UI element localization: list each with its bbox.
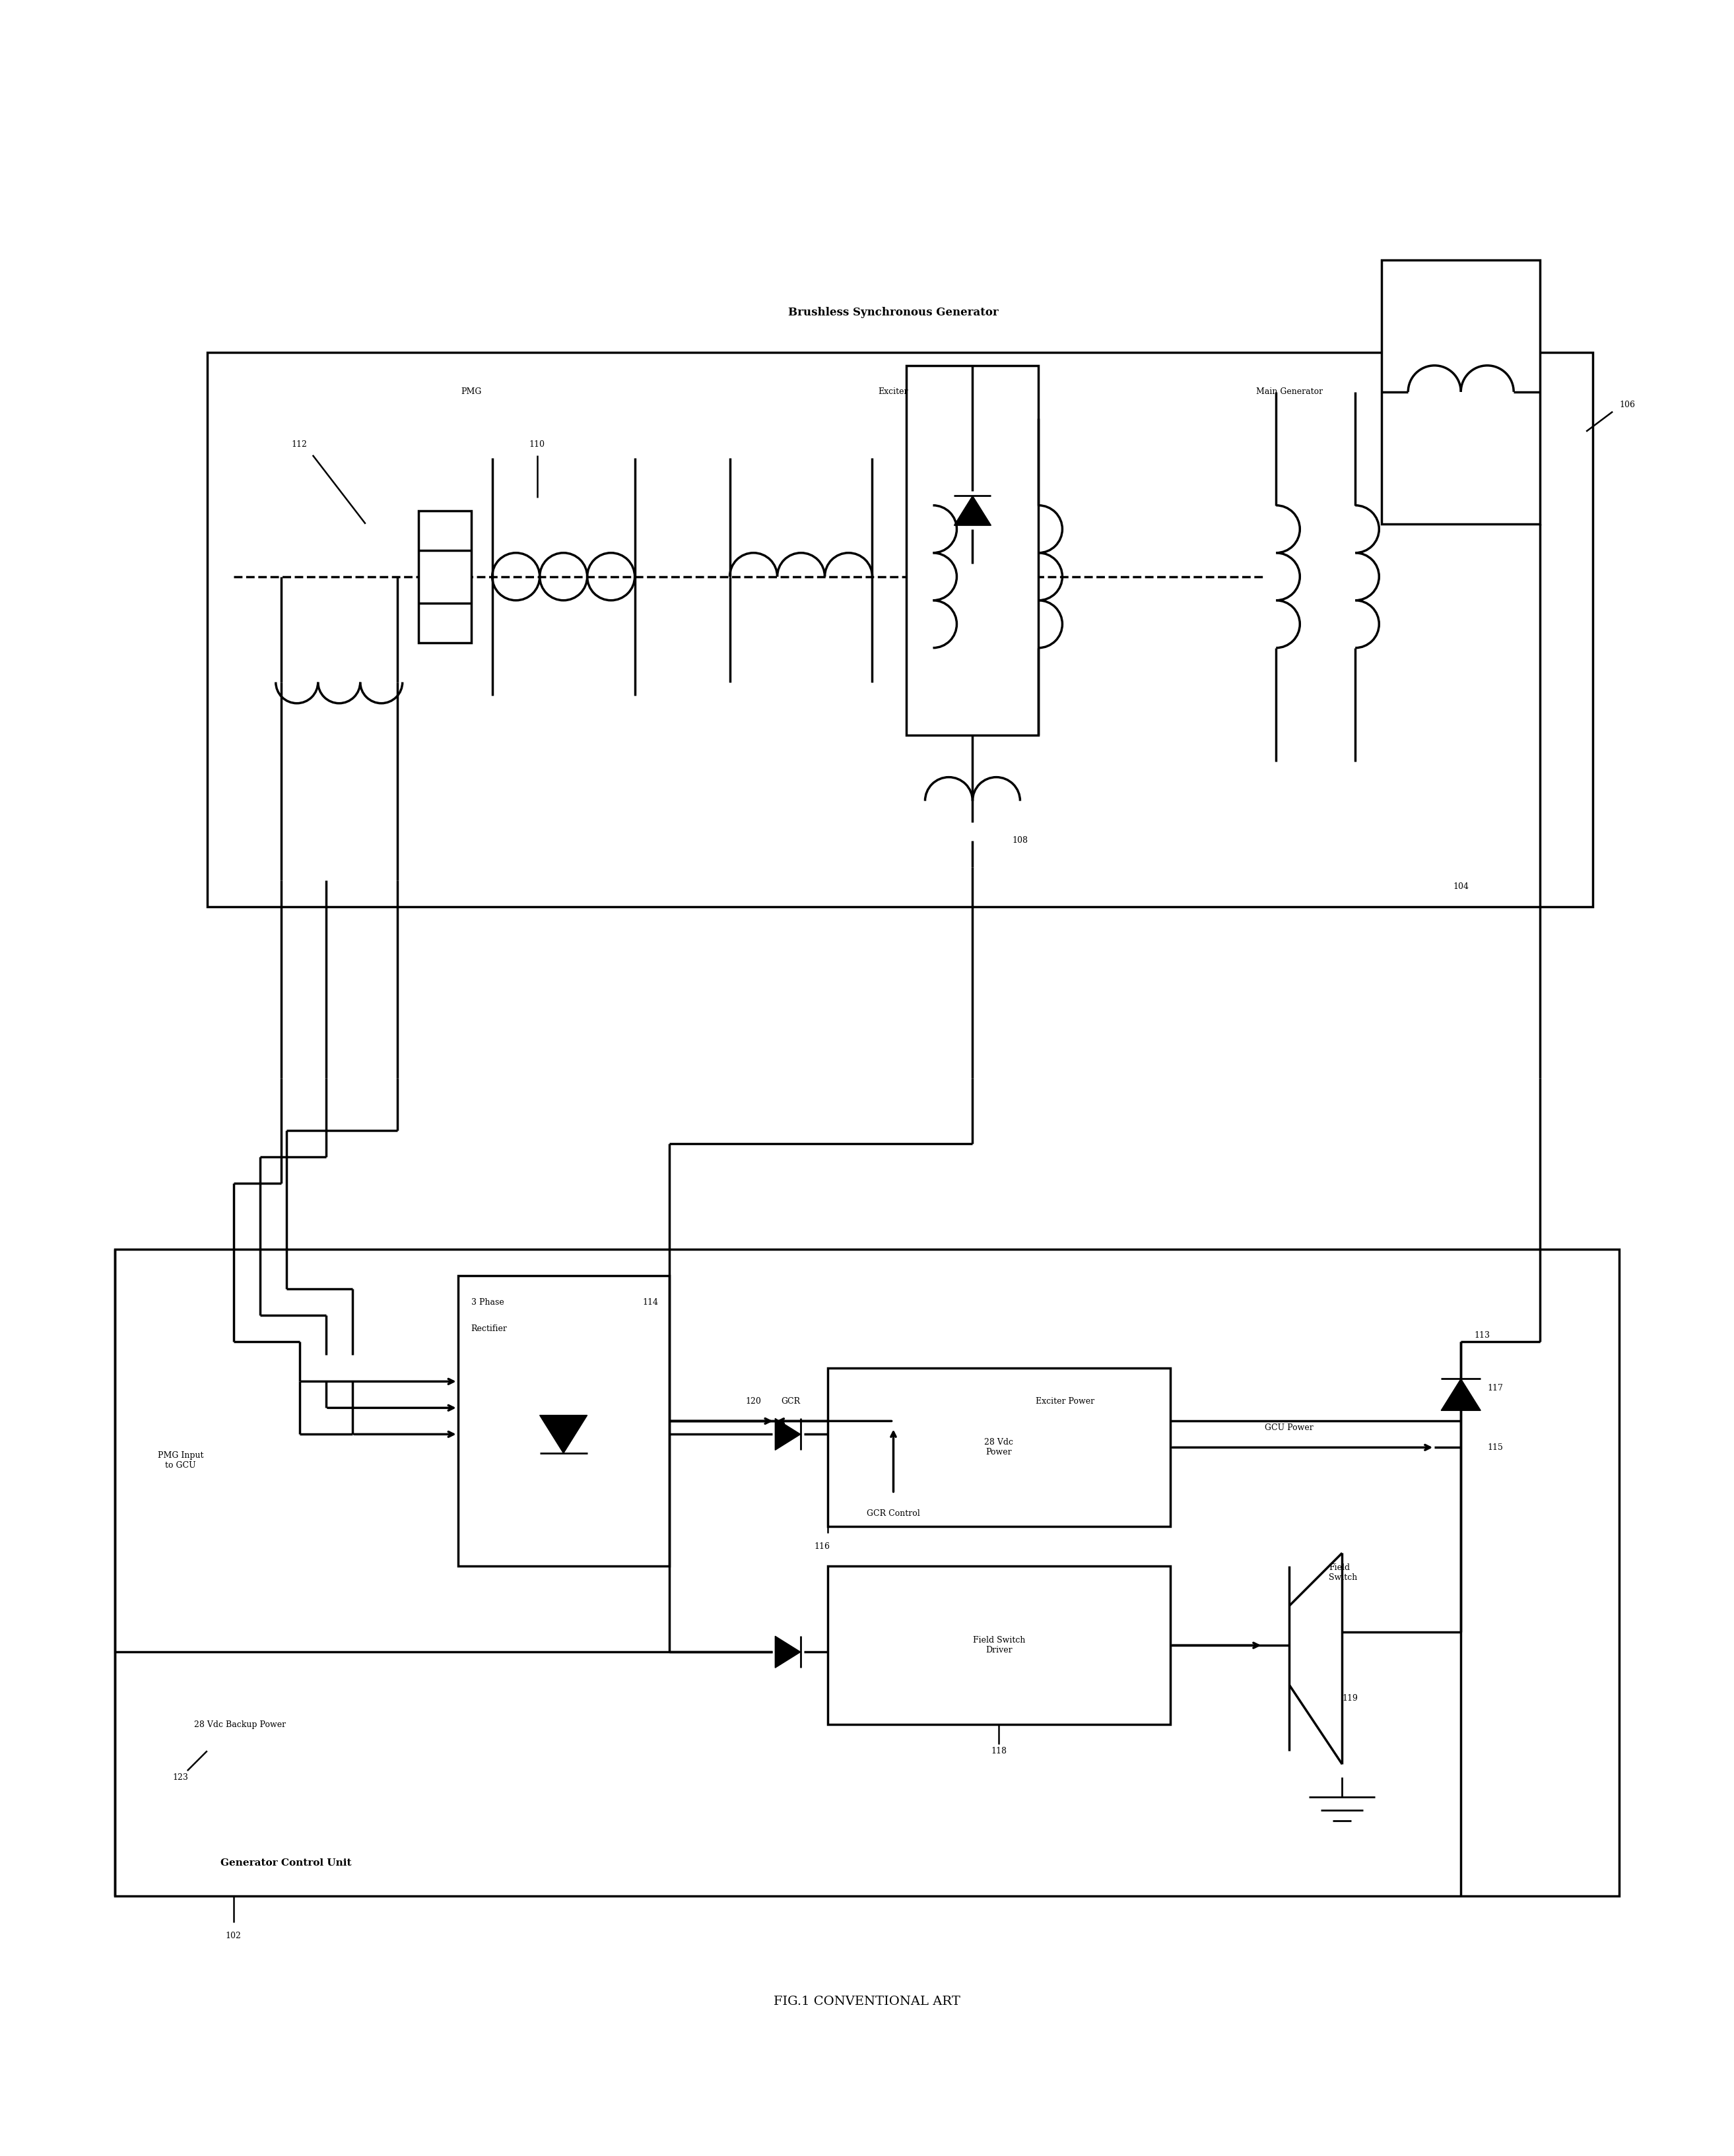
Bar <box>206 351 1594 906</box>
Text: 108: 108 <box>1013 837 1028 845</box>
Bar <box>827 1565 1170 1725</box>
Text: Generator Control Unit: Generator Control Unit <box>220 1858 352 1867</box>
Polygon shape <box>1441 1380 1481 1410</box>
Text: 119: 119 <box>1342 1695 1358 1703</box>
Text: 28 Vdc
Power: 28 Vdc Power <box>985 1438 1013 1457</box>
Text: 102: 102 <box>225 1932 241 1940</box>
Text: FIG.1 CONVENTIONAL ART: FIG.1 CONVENTIONAL ART <box>773 1996 961 2007</box>
Text: GCU Power: GCU Power <box>1266 1423 1314 1432</box>
Text: 123: 123 <box>173 1772 189 1781</box>
Text: Field
Switch: Field Switch <box>1328 1563 1358 1583</box>
Bar <box>1382 261 1540 524</box>
Text: GCR Control: GCR Control <box>867 1509 921 1518</box>
Polygon shape <box>539 1414 588 1453</box>
Text: Exciter: Exciter <box>879 388 909 397</box>
Text: Exciter Power: Exciter Power <box>1035 1397 1094 1406</box>
Text: 3 Phase: 3 Phase <box>472 1298 505 1307</box>
Text: 112: 112 <box>291 440 307 448</box>
Text: 113: 113 <box>1474 1330 1490 1339</box>
Text: 120: 120 <box>746 1397 761 1406</box>
Text: 110: 110 <box>529 440 544 448</box>
Text: Rectifier: Rectifier <box>472 1324 508 1332</box>
Text: 115: 115 <box>1488 1442 1503 1451</box>
Text: Brushless Synchronous Generator: Brushless Synchronous Generator <box>789 306 999 319</box>
Text: Main Generator: Main Generator <box>1255 388 1323 397</box>
Bar <box>827 1369 1170 1526</box>
Text: 117: 117 <box>1488 1384 1503 1393</box>
Text: PMG: PMG <box>461 388 482 397</box>
Text: PMG Input
to GCU: PMG Input to GCU <box>158 1451 203 1470</box>
Text: 118: 118 <box>992 1746 1007 1755</box>
Polygon shape <box>954 496 992 526</box>
Bar <box>114 1250 1620 1895</box>
Text: 116: 116 <box>815 1542 831 1550</box>
Polygon shape <box>775 1636 801 1669</box>
Text: 106: 106 <box>1620 401 1635 410</box>
Text: 114: 114 <box>643 1298 659 1307</box>
Text: 28 Vdc Backup Power: 28 Vdc Backup Power <box>194 1720 286 1729</box>
Bar <box>907 367 1039 735</box>
Text: Field Switch
Driver: Field Switch Driver <box>973 1636 1025 1654</box>
Text: GCR: GCR <box>782 1397 801 1406</box>
Bar <box>418 511 472 642</box>
Text: 104: 104 <box>1453 882 1469 890</box>
Bar <box>458 1276 669 1565</box>
Polygon shape <box>775 1419 801 1451</box>
